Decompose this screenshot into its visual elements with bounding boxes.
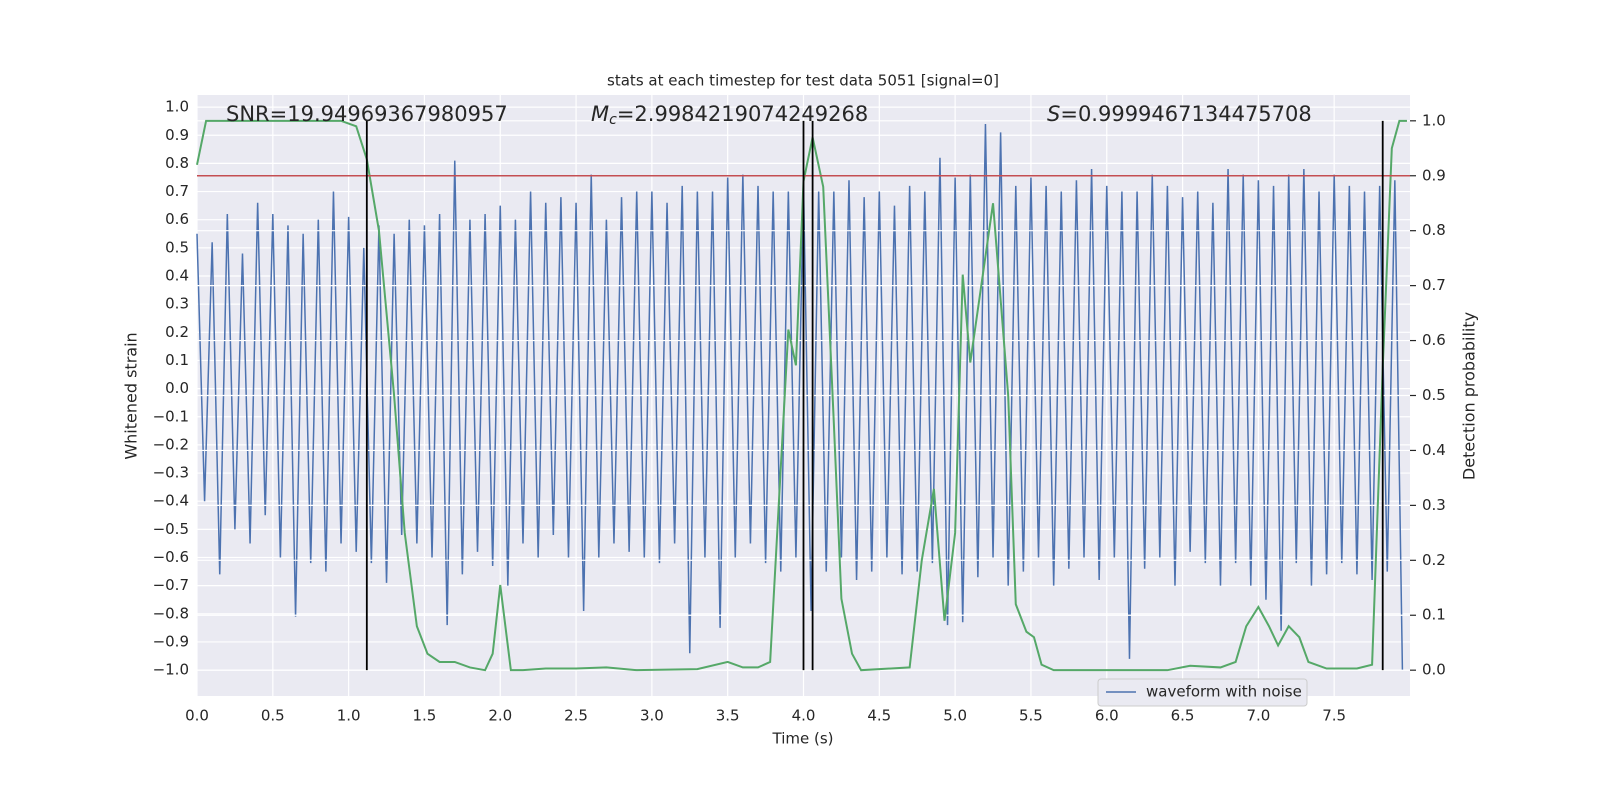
annotation: Mc=2.9984219074249268 [591,102,868,128]
y-tick-label: −0.1 [153,407,189,425]
y-tick-label: 0.0 [165,379,189,397]
y2-tick-label: 0.0 [1422,661,1446,679]
y-tick-label: 0.4 [165,267,189,285]
y-tick-label: 0.5 [165,238,189,256]
x-axis-label: Time (s) [772,730,834,748]
x-tick-label: 1.0 [337,707,361,725]
y-tick-label: 0.1 [165,351,189,369]
y2-tick-label: 0.4 [1422,441,1446,459]
y2-tick-label: 1.0 [1422,111,1446,129]
x-tick-label: 7.0 [1246,707,1270,725]
legend-label: waveform with noise [1146,683,1302,701]
annotation: S=0.9999467134475708 [1047,102,1312,126]
y-tick-label: 0.6 [165,210,189,228]
y-tick-label: 0.8 [165,154,189,172]
y-tick-label: −0.7 [153,576,189,594]
y-tick-label: −0.3 [153,464,189,482]
y2-tick-label: 0.2 [1422,551,1446,569]
y2-tick-label: 0.5 [1422,386,1446,404]
annotation-symbol: S [1047,102,1060,126]
chart-title: stats at each timestep for test data 505… [607,72,999,90]
x-tick-label: 5.5 [1019,707,1043,725]
y-tick-label: 0.9 [165,126,189,144]
annotation-subscript: c [609,112,617,128]
y2-tick-label: 0.7 [1422,276,1446,294]
y-tick-label: −0.5 [153,520,189,538]
y-tick-label: 0.7 [165,182,189,200]
y2-axis-label: Detection probability [1460,312,1479,480]
x-tick-label: 3.5 [716,707,740,725]
y-tick-label: −1.0 [153,661,189,679]
x-tick-label: 2.0 [488,707,512,725]
annotation-text: =2.9984219074249268 [617,102,868,126]
y2-tick-label: 0.8 [1422,221,1446,239]
x-tick-label: 0.0 [185,707,209,725]
y-tick-label: −0.4 [153,492,189,510]
annotation-symbol: M [591,102,609,126]
y2-tick-label: 0.6 [1422,331,1446,349]
x-tick-label: 2.5 [564,707,588,725]
y-tick-label: −0.2 [153,435,189,453]
annotation-text: =0.9999467134475708 [1060,102,1311,126]
y-tick-label: 1.0 [165,98,189,116]
annotation-text: SNR=19.94969367980957 [226,102,508,126]
y2-tick-label: 0.3 [1422,496,1446,514]
y-tick-label: −0.6 [153,548,189,566]
legend-box [1097,678,1308,707]
data-line [196,123,1404,671]
y2-tick-label: 0.1 [1422,606,1446,624]
x-tick-label: 4.0 [792,707,816,725]
x-tick-label: 6.5 [1171,707,1195,725]
y-tick-label: 0.3 [165,295,189,313]
y-axis-label: Whitened strain [122,332,141,459]
x-tick-label: 3.0 [640,707,664,725]
y-tick-label: −0.9 [153,632,189,650]
y-tick-label: −0.8 [153,604,189,622]
x-tick-label: 4.5 [867,707,891,725]
legend: waveform with noise [1097,678,1308,707]
data-line [196,119,1407,672]
x-tick-label: 0.5 [261,707,285,725]
x-tick-label: 1.5 [413,707,437,725]
x-tick-label: 6.0 [1095,707,1119,725]
annotation: SNR=19.94969367980957 [226,102,508,126]
y2-tick-label: 0.9 [1422,166,1446,184]
x-tick-label: 5.0 [943,707,967,725]
y-tick-label: 0.2 [165,323,189,341]
x-tick-label: 7.5 [1322,707,1346,725]
